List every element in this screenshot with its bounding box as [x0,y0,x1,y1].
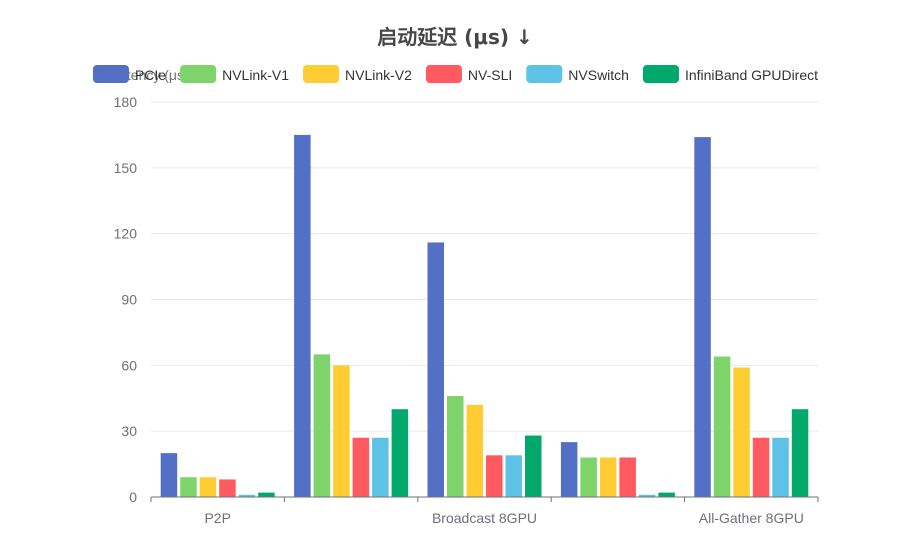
bar-pcie[interactable] [560,442,578,497]
bar-pcie[interactable] [160,453,178,497]
bar-pcie[interactable] [694,137,711,497]
bar-nvlink-v1[interactable] [313,354,331,497]
bar-nv-sli[interactable] [619,457,636,498]
bar-nvlink-v2[interactable] [733,367,750,497]
y-tick-label: 150 [114,160,138,176]
legend-item[interactable]: PCIe [92,65,166,83]
x-tick-label: P2P [204,510,230,526]
legend-swatch [425,65,462,83]
y-tick-label: 60 [121,357,137,373]
legend-item[interactable]: NVLink-V2 [303,65,412,83]
bar-nvlink-v2[interactable] [466,404,484,497]
bars [160,134,809,498]
bar-nvswitch[interactable] [638,494,656,497]
bar-nvlink-v1[interactable] [447,396,464,497]
bar-pcie[interactable] [294,134,311,497]
bar-nv-sli[interactable] [352,437,370,497]
legend-swatch [642,65,679,83]
x-tick-label: All-Gather 8GPU [699,510,804,526]
legend-label: PCIe [135,67,166,83]
y-tick-label: 120 [114,226,138,242]
bar-nv-sli[interactable] [486,455,503,497]
legend-swatch [303,65,340,83]
chart-title: 启动延迟 (μs) ↓ [377,25,533,49]
bar-nvlink-v1[interactable] [580,457,597,498]
legend-swatch [526,65,563,83]
legend-item[interactable]: NVLink-V1 [180,65,289,83]
axes: 0 30 60 90 120 150 180 P2P Broadcast 8GPU All-Gat… [114,94,819,526]
legend-label: InfiniBand GPUDirect [685,67,818,83]
y-tick-label: 180 [114,94,138,110]
legend-label: NV-SLI [468,67,512,83]
bar-nvlink-v1[interactable] [180,477,197,497]
bar-infiniband-gpudirect[interactable] [391,409,409,497]
bar-infiniband-gpudirect[interactable] [258,492,275,497]
legend-swatch [92,65,129,83]
legend-label: NVLink-V1 [222,67,289,83]
bar-nvswitch[interactable] [372,437,389,497]
bar-nvswitch[interactable] [238,494,256,497]
legend-swatch [180,65,217,83]
bar-nvlink-v2[interactable] [599,457,617,498]
bar-nvlink-v2[interactable] [199,477,217,497]
x-tick-label: Broadcast 8GPU [432,510,537,526]
bar-nvswitch[interactable] [772,437,789,497]
legend-label: NVLink-V2 [345,67,412,83]
bar-nvlink-v2[interactable] [333,365,350,497]
bar-infiniband-gpudirect[interactable] [525,435,542,497]
bar-nv-sli[interactable] [219,479,236,497]
bar-infiniband-gpudirect[interactable] [658,492,675,497]
y-tick-label: 30 [121,423,137,439]
legend-item[interactable]: NVSwitch [526,65,629,83]
legend[interactable]: PCIe NVLink-V1 NVLink-V2 NV-SLI NVSwitch Infi… [92,65,818,83]
legend-label: NVSwitch [568,67,629,83]
bar-pcie[interactable] [427,242,445,497]
y-tick-label: 90 [121,292,137,308]
bar-nv-sli[interactable] [752,437,770,497]
legend-item[interactable]: NV-SLI [425,65,512,83]
bar-infiniband-gpudirect[interactable] [791,409,809,497]
bar-nvlink-v1[interactable] [713,356,731,497]
y-tick-label: 0 [129,489,137,505]
y-axis-label: Latency (μs) [111,67,188,83]
legend-item[interactable]: InfiniBand GPUDirect [642,65,818,83]
bar-nvswitch[interactable] [505,455,523,497]
